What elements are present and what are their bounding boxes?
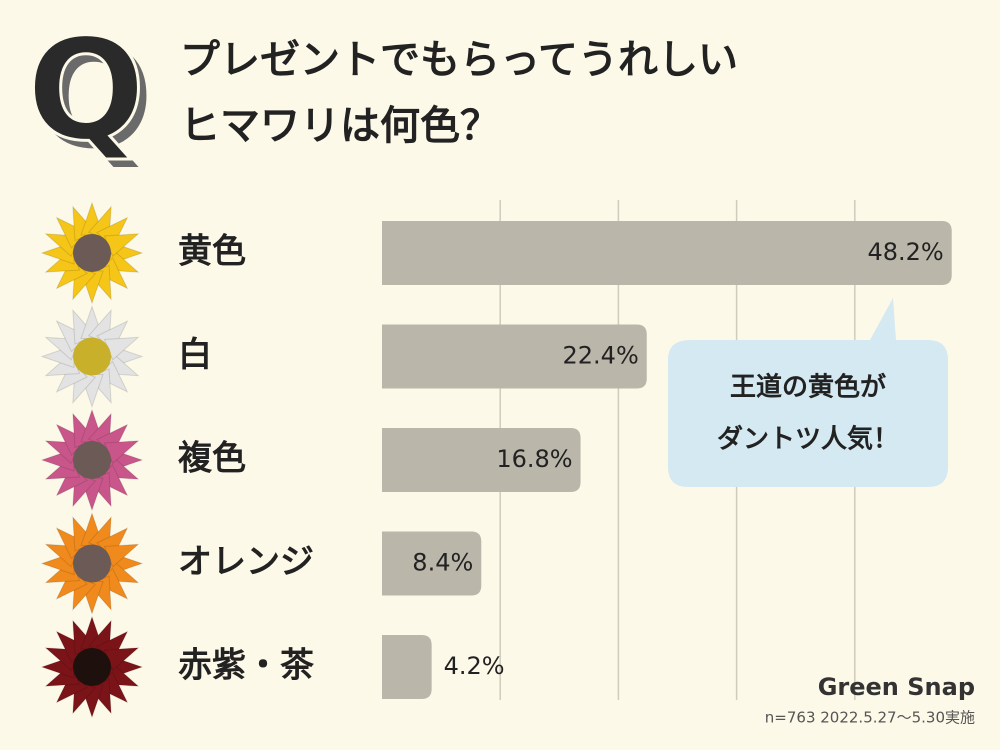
q-shadow: Q <box>34 18 153 181</box>
flower-icon <box>40 408 144 512</box>
q-mark: Q <box>26 10 145 173</box>
bar <box>382 531 482 596</box>
flower-icon <box>40 615 144 719</box>
value-label: 8.4% <box>412 549 473 577</box>
bar <box>382 221 952 285</box>
category-label: 黄色 <box>178 232 246 272</box>
flower-center <box>73 441 111 479</box>
category-label: 複色 <box>178 439 246 479</box>
value-label: 4.2% <box>444 652 505 680</box>
value-label: 16.8% <box>496 445 572 473</box>
flower-center <box>73 234 111 272</box>
annotation: 王道の黄色が <box>730 372 886 403</box>
value-label: 48.2% <box>867 238 943 266</box>
flower-center <box>73 337 111 376</box>
value-label: 22.4% <box>563 342 639 370</box>
brand: Green Snap <box>818 673 975 701</box>
annotation: ダントツ人気！ <box>717 424 899 455</box>
flower-icon <box>40 304 144 409</box>
flower-center <box>73 544 111 583</box>
footnote: n=763 2022.5.27〜5.30実施 <box>765 709 975 727</box>
category-label: 白 <box>178 335 212 375</box>
speech-bubble <box>668 298 948 487</box>
bar <box>382 428 581 492</box>
chart-title: ヒマワリは何色？ <box>180 103 500 149</box>
flower-center <box>73 648 111 686</box>
bar <box>382 635 432 699</box>
flower-icon <box>40 201 144 305</box>
flower-icon <box>40 511 144 616</box>
category-label: オレンジ <box>178 542 314 582</box>
bar <box>382 324 647 389</box>
chart-title: プレゼントでもらってうれしい <box>180 37 738 83</box>
category-label: 赤紫・茶 <box>178 646 315 686</box>
